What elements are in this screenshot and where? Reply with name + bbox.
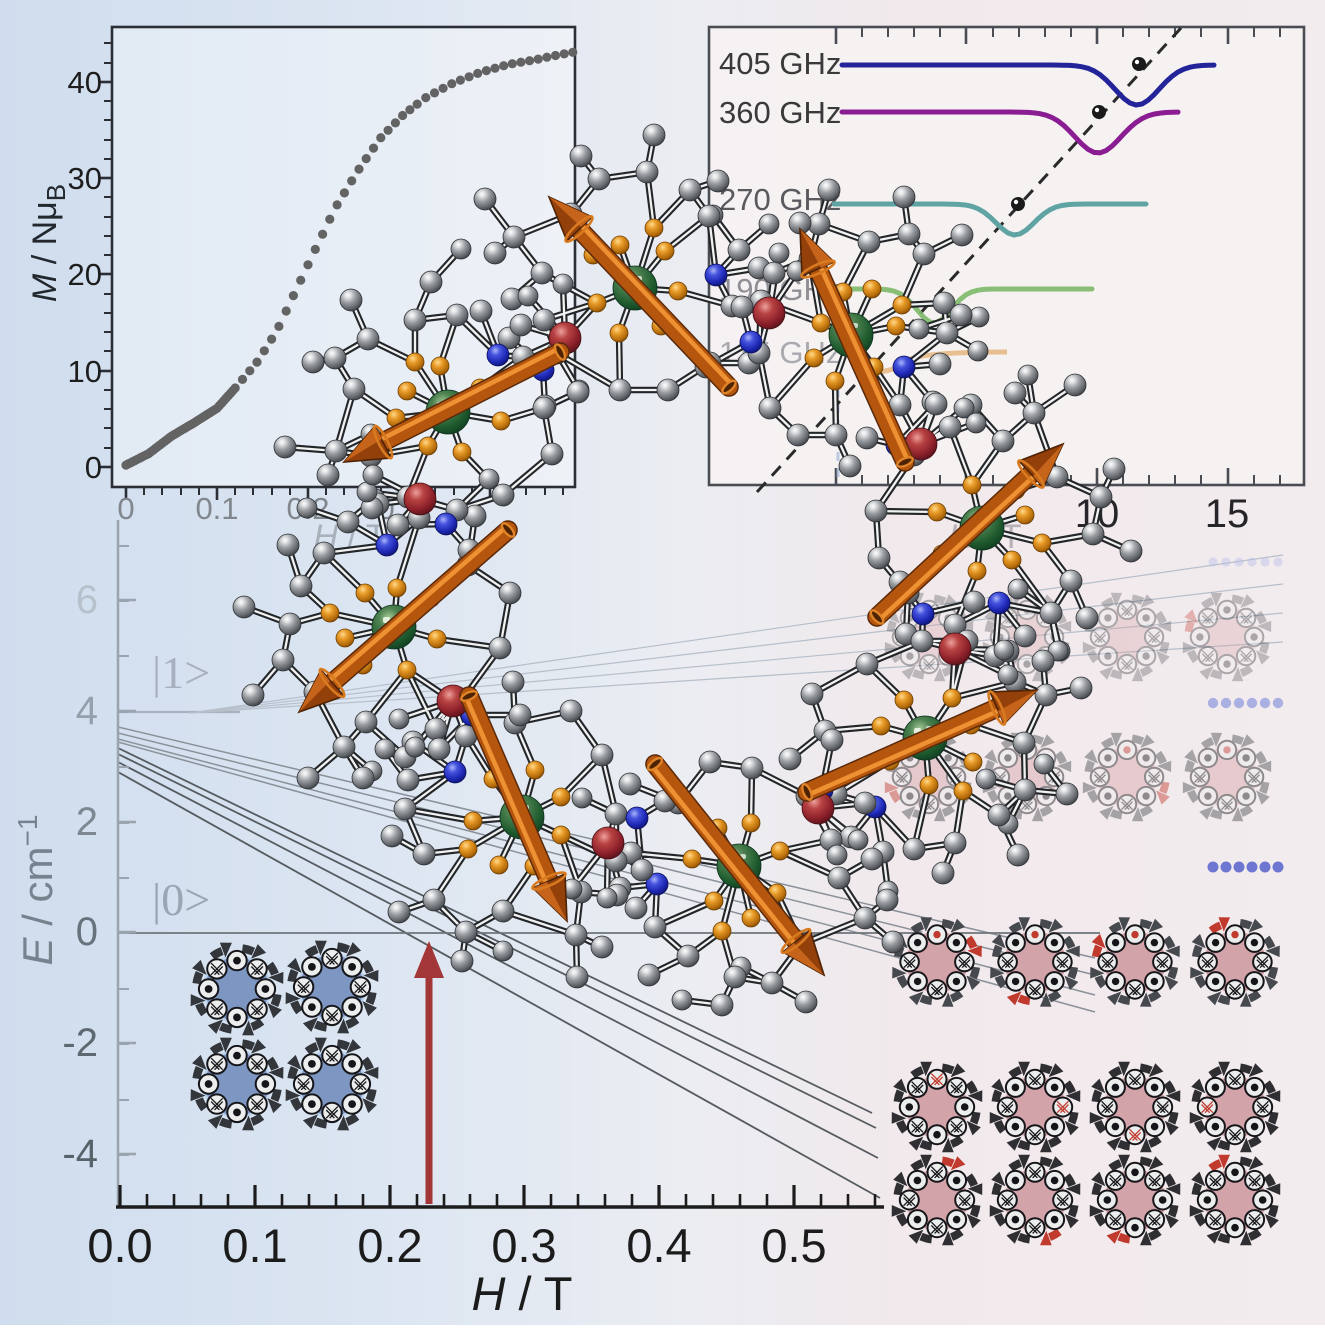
- svg-text:|0>: |0>: [152, 874, 210, 925]
- svg-text:H / T: H / T: [472, 1267, 573, 1320]
- svg-text:4: 4: [76, 689, 98, 733]
- svg-text:0.1: 0.1: [222, 1219, 287, 1272]
- svg-text:M / NμB: M / NμB: [26, 184, 71, 302]
- svg-text:0: 0: [85, 450, 102, 485]
- svg-text:0.3: 0.3: [491, 1219, 556, 1272]
- svg-text:0.0: 0.0: [87, 1219, 152, 1272]
- svg-text:360 GHz: 360 GHz: [719, 95, 841, 130]
- svg-text:6: 6: [76, 578, 98, 622]
- svg-text:30: 30: [68, 161, 102, 196]
- svg-text:0.5: 0.5: [761, 1219, 826, 1272]
- svg-text:0.2: 0.2: [357, 1219, 422, 1272]
- svg-text:15: 15: [1205, 492, 1250, 536]
- svg-text:-2: -2: [62, 1021, 98, 1065]
- svg-text:|1>: |1>: [152, 647, 210, 698]
- svg-text:0: 0: [76, 910, 98, 954]
- svg-text:E / cm−1: E / cm−1: [12, 815, 62, 966]
- svg-text:0.1: 0.1: [195, 491, 238, 526]
- svg-text:40: 40: [68, 65, 102, 100]
- svg-text:-4: -4: [62, 1132, 98, 1176]
- svg-text:0.4: 0.4: [626, 1219, 691, 1272]
- svg-text:20: 20: [68, 257, 102, 292]
- svg-text:405 GHz: 405 GHz: [719, 46, 841, 81]
- svg-text:0: 0: [117, 491, 134, 526]
- svg-text:10: 10: [68, 354, 102, 389]
- svg-text:2: 2: [76, 800, 98, 844]
